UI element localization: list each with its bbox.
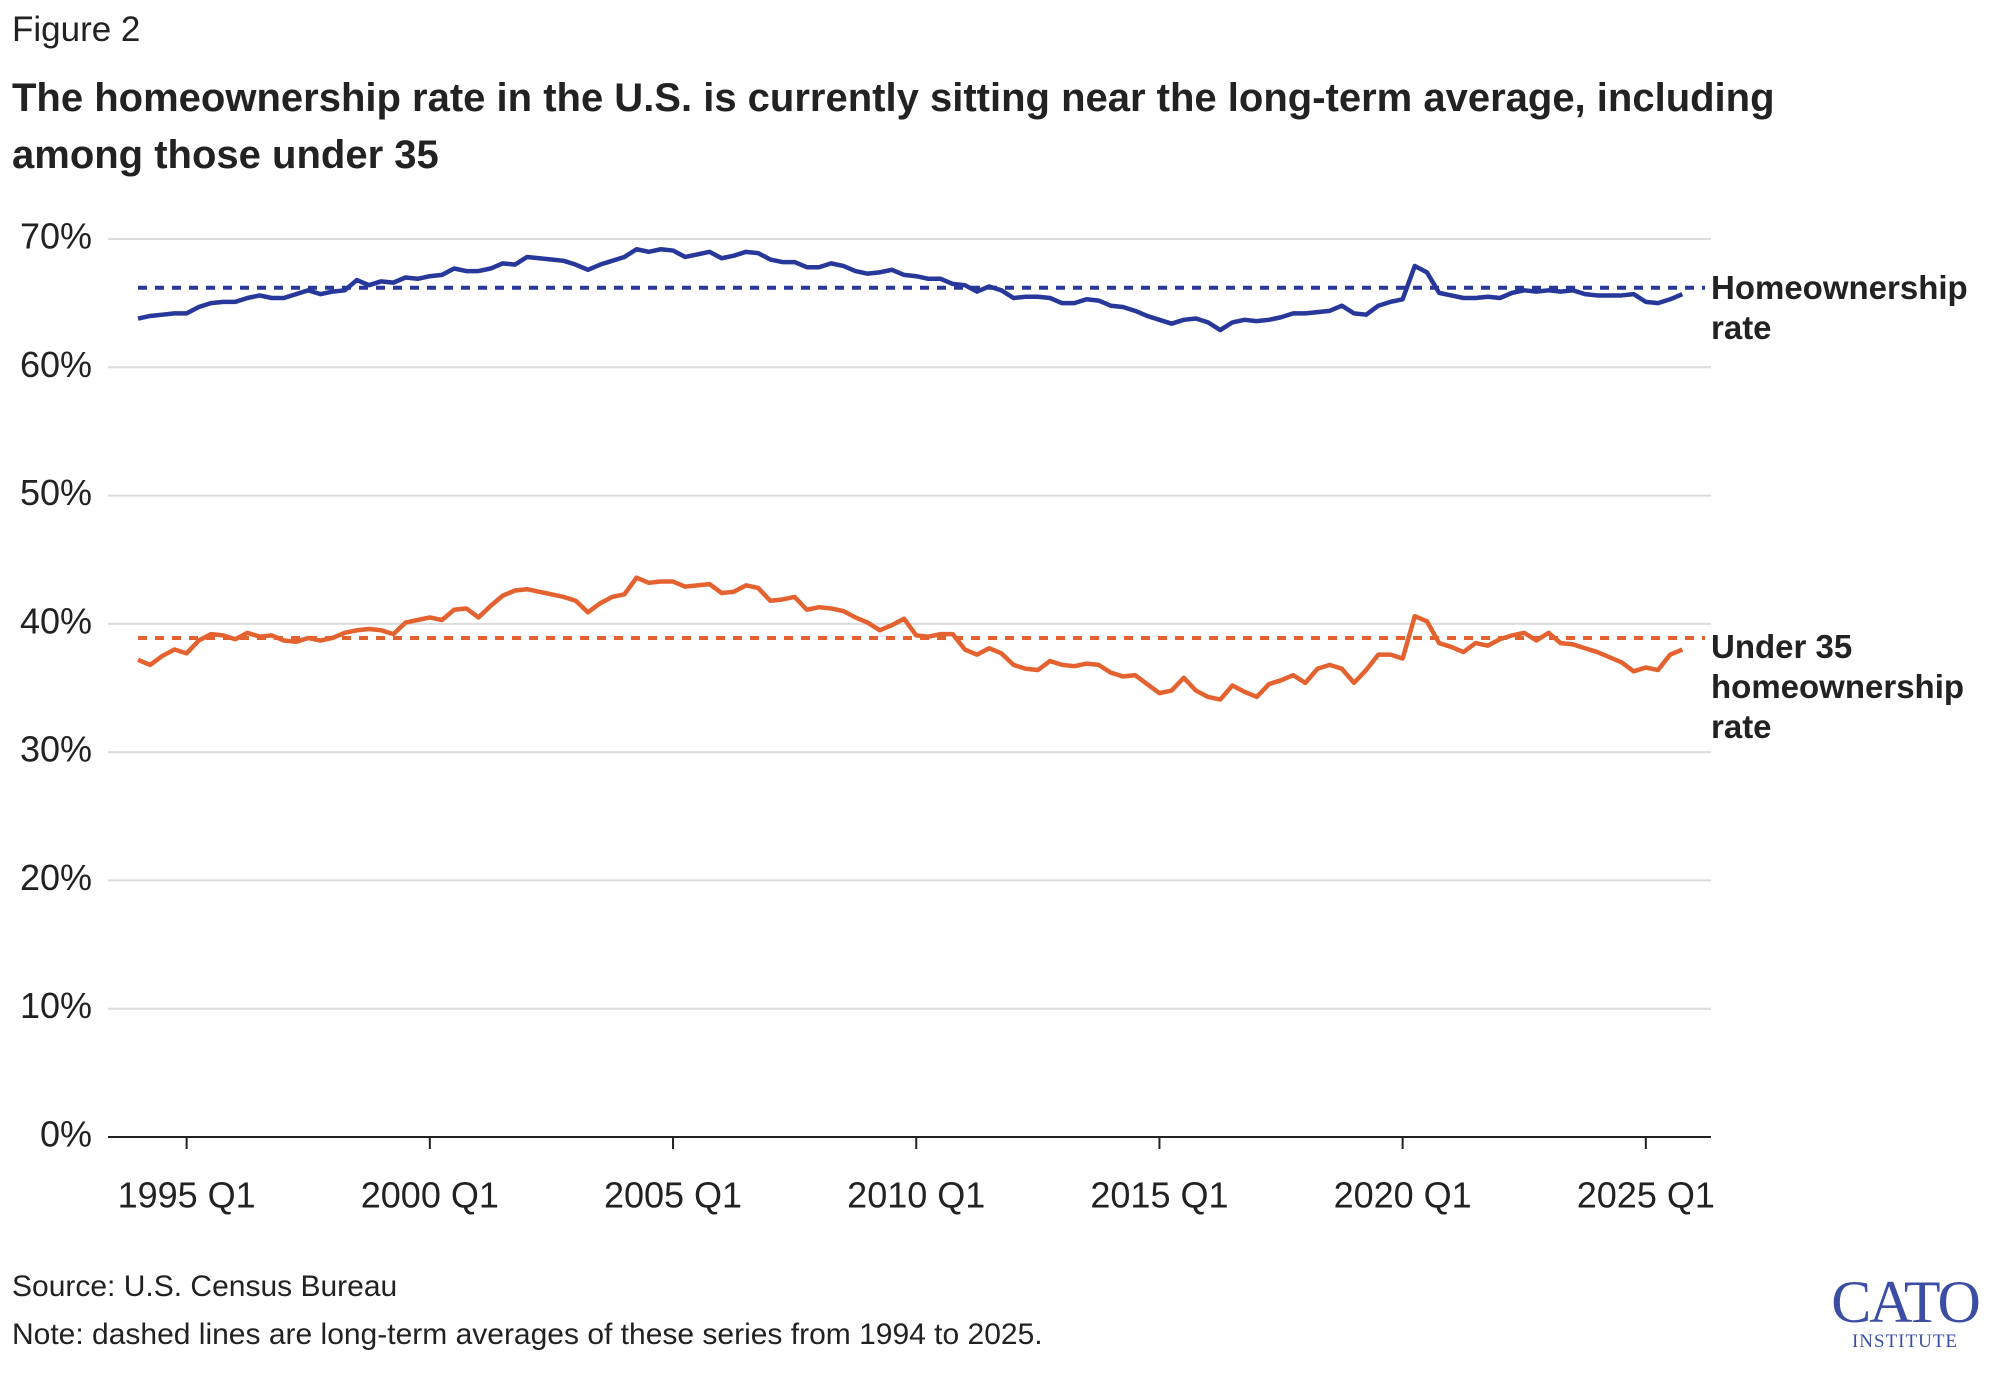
source: Source: U.S. Census Bureau xyxy=(12,1270,398,1303)
y-tick-label: 50% xyxy=(20,472,92,513)
series-label: Homeownership rate xyxy=(1711,269,1968,346)
x-tick-label: 2020 Q1 xyxy=(1334,1175,1472,1216)
y-tick-label: 0% xyxy=(40,1114,92,1155)
y-tick-label: 70% xyxy=(20,216,92,257)
x-tick-label: 2010 Q1 xyxy=(847,1175,985,1216)
x-tick-label: 2025 Q1 xyxy=(1577,1175,1715,1216)
y-tick-label: 40% xyxy=(20,600,92,641)
x-tick-label: 2015 Q1 xyxy=(1090,1175,1228,1216)
series-label: Under 35 homeownership rate xyxy=(1711,628,1965,745)
y-tick-label: 30% xyxy=(20,729,92,770)
x-tick-label: 2005 Q1 xyxy=(604,1175,742,1216)
y-tick-label: 60% xyxy=(20,344,92,385)
logo-sub: INSTITUTE xyxy=(1851,1331,1959,1352)
x-tick-label: 1995 Q1 xyxy=(118,1175,256,1216)
series-line xyxy=(137,247,1684,333)
series-line xyxy=(137,575,1684,702)
y-tick-label: 20% xyxy=(20,857,92,898)
figure-label: Figure 2 xyxy=(12,10,141,49)
logo-name: CATO xyxy=(1831,1269,1981,1335)
logo: CATO INSTITUTE xyxy=(1825,1272,1985,1352)
chart-title: The homeownership rate in the U.S. is cu… xyxy=(12,76,1775,177)
y-tick-label: 10% xyxy=(20,985,92,1026)
note: Note: dashed lines are long-term average… xyxy=(12,1318,1043,1351)
x-tick-label: 2000 Q1 xyxy=(361,1175,499,1216)
